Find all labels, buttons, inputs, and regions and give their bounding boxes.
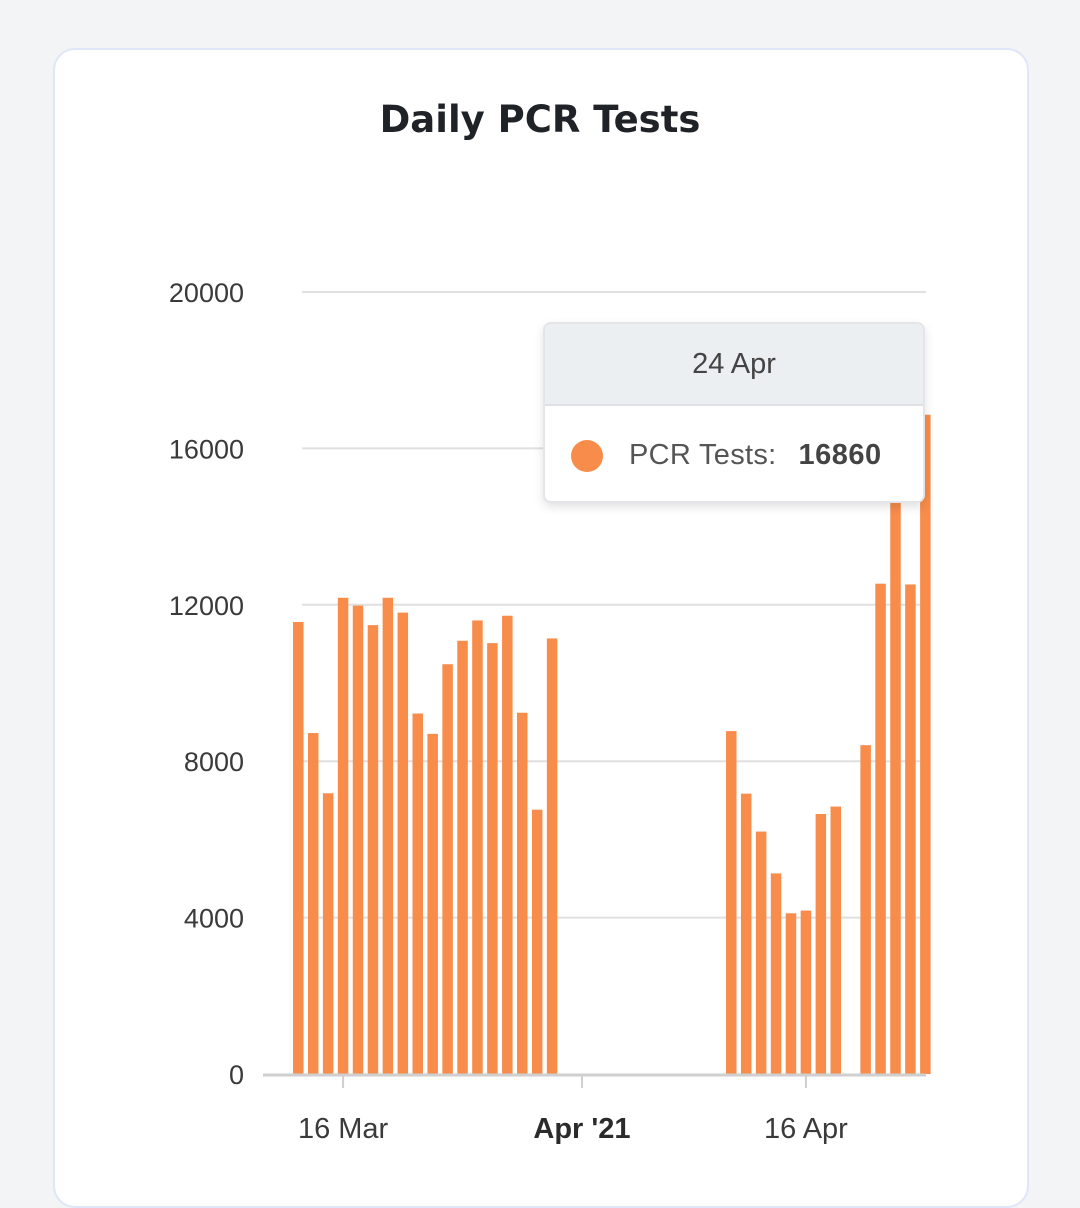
bar <box>367 625 379 1074</box>
bar <box>726 731 737 1074</box>
bar <box>502 615 513 1074</box>
bar <box>382 597 394 1074</box>
bar <box>860 745 871 1074</box>
bar <box>442 664 453 1074</box>
bar <box>740 793 752 1074</box>
bars <box>293 414 931 1074</box>
bar <box>890 474 901 1074</box>
x-tick-label: 16 Mar <box>298 1113 389 1145</box>
bar <box>352 605 364 1074</box>
tooltip-body: PCR Tests: 16860 <box>545 406 923 501</box>
x-tick-label: Apr '21 <box>533 1113 630 1145</box>
bar <box>397 612 409 1074</box>
bar <box>920 414 931 1074</box>
bar <box>531 809 543 1074</box>
bar <box>785 913 797 1074</box>
bar <box>800 910 812 1074</box>
bar <box>412 713 423 1074</box>
bar <box>307 733 319 1074</box>
bar <box>830 806 842 1074</box>
bar <box>875 583 886 1074</box>
tooltip-date: 24 Apr <box>545 324 923 406</box>
bar <box>293 622 304 1074</box>
bar <box>815 813 827 1074</box>
bar <box>322 793 334 1074</box>
bar <box>546 638 558 1074</box>
chart-title: Daily PCR Tests <box>379 98 701 141</box>
bar <box>337 597 349 1074</box>
bar <box>905 584 916 1074</box>
y-tick-label: 8000 <box>184 747 244 777</box>
y-tick-label: 0 <box>229 1060 244 1090</box>
y-tick-label: 20000 <box>169 278 244 308</box>
bar <box>755 831 767 1074</box>
x-axis: 16 Mar Apr '21 16 Apr <box>263 1073 926 1145</box>
bar <box>472 620 483 1074</box>
y-tick-label: 16000 <box>169 434 244 464</box>
y-tick-label: 4000 <box>184 904 244 934</box>
bar <box>427 733 438 1074</box>
bar <box>457 640 468 1074</box>
tooltip-value: 16860 <box>798 439 882 471</box>
bar <box>517 712 528 1074</box>
y-tick-label: 12000 <box>169 591 244 621</box>
chart-tooltip: 24 Apr PCR Tests: 16860 <box>543 322 925 503</box>
bar <box>770 873 782 1074</box>
x-tick-label: 16 Apr <box>764 1113 848 1145</box>
tooltip-series-label: PCR Tests: <box>629 439 777 471</box>
y-axis: 0 4000 8000 12000 16000 20000 <box>169 278 244 1090</box>
bar <box>487 643 498 1074</box>
series-dot-icon <box>571 439 603 472</box>
